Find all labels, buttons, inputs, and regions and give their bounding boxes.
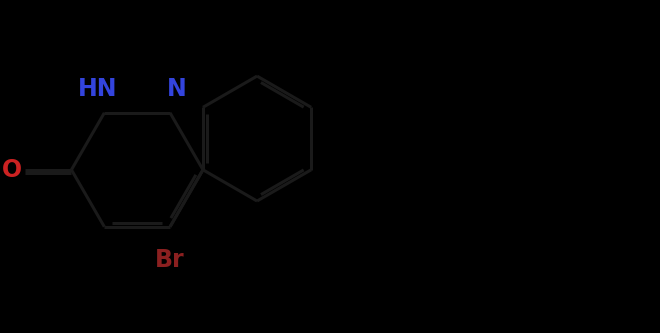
Text: HN: HN: [78, 77, 117, 101]
Text: N: N: [167, 77, 187, 101]
Text: O: O: [2, 158, 22, 182]
Text: Br: Br: [155, 248, 185, 272]
